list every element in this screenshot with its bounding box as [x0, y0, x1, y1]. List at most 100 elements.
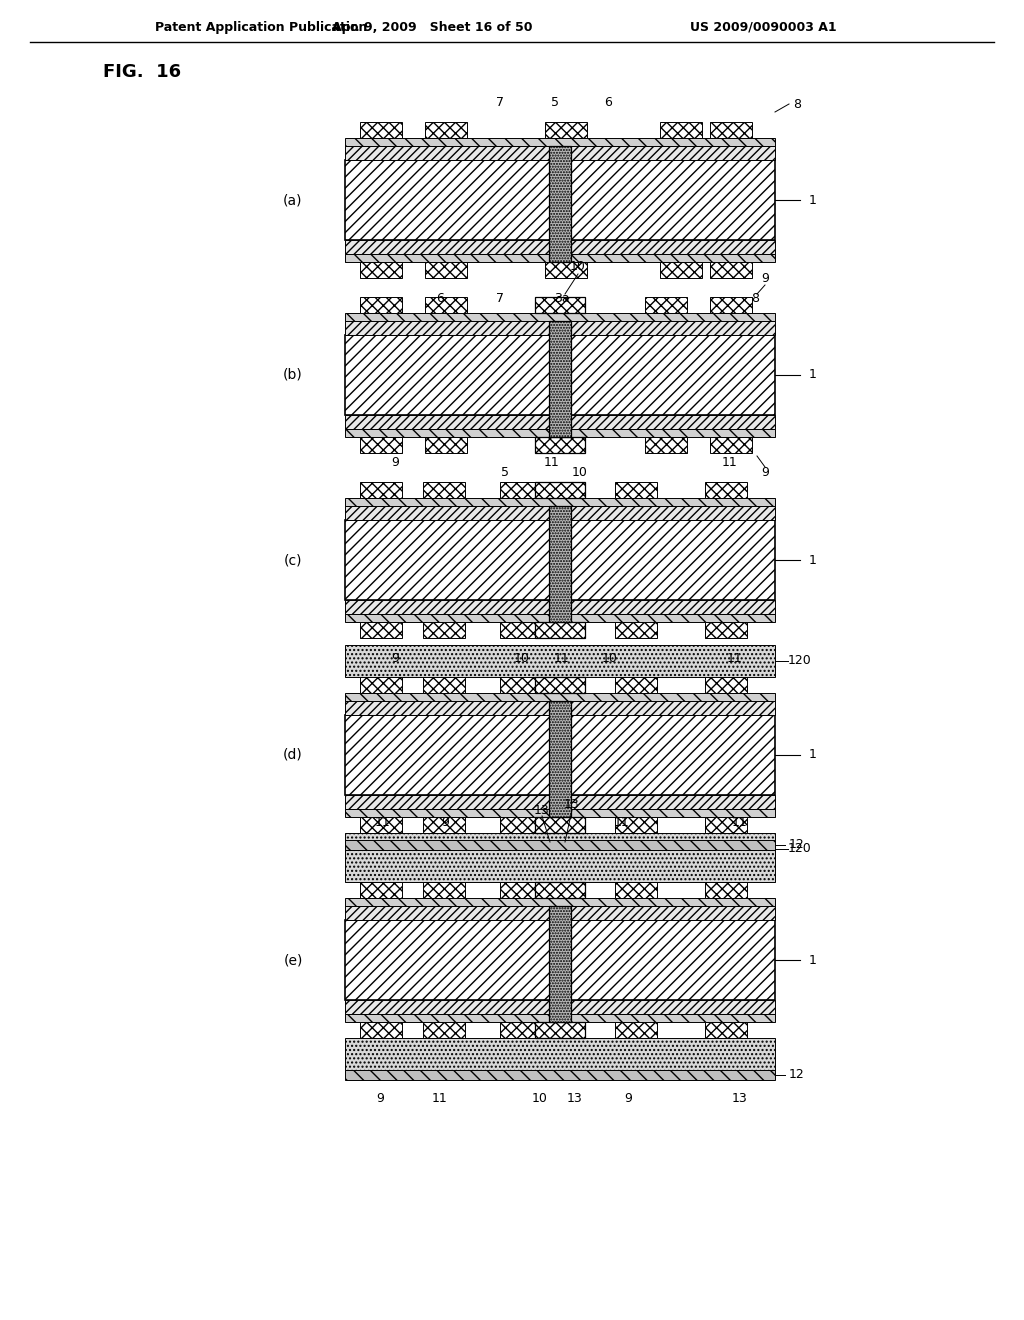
Bar — [549, 506, 571, 622]
Bar — [705, 677, 746, 693]
Bar — [423, 1022, 465, 1038]
Text: 11: 11 — [732, 816, 748, 829]
Text: 5: 5 — [551, 95, 559, 108]
Bar — [535, 817, 585, 833]
Text: 9: 9 — [376, 1092, 384, 1105]
Bar — [360, 622, 402, 638]
Text: 10: 10 — [570, 260, 586, 273]
Bar — [615, 817, 657, 833]
Text: 10: 10 — [532, 1092, 548, 1105]
Text: 120: 120 — [788, 655, 812, 668]
Text: 9: 9 — [441, 816, 449, 829]
Bar — [545, 121, 587, 139]
Bar — [345, 809, 775, 817]
Bar — [705, 622, 746, 638]
Bar — [535, 437, 585, 453]
Bar — [705, 1022, 746, 1038]
Text: 3a: 3a — [554, 292, 569, 305]
Bar — [345, 840, 775, 850]
Bar — [345, 1071, 775, 1080]
Bar — [360, 817, 402, 833]
Bar — [423, 482, 465, 498]
Text: 6: 6 — [604, 95, 612, 108]
Text: 7: 7 — [496, 292, 504, 305]
Bar — [615, 882, 657, 898]
Bar — [500, 622, 542, 638]
Bar — [345, 645, 775, 677]
Text: (d): (d) — [283, 748, 303, 762]
Bar — [360, 297, 402, 313]
Text: 11: 11 — [375, 816, 391, 829]
Bar — [660, 121, 702, 139]
Bar — [500, 817, 542, 833]
Bar — [645, 297, 687, 313]
Text: 12: 12 — [790, 838, 805, 851]
Bar — [360, 121, 402, 139]
Bar — [345, 715, 775, 795]
Text: 120: 120 — [788, 842, 812, 855]
Text: 11: 11 — [544, 455, 560, 469]
Text: 11: 11 — [614, 816, 630, 829]
Bar — [423, 882, 465, 898]
Text: 13: 13 — [564, 797, 580, 810]
Bar — [423, 677, 465, 693]
Text: 1: 1 — [809, 194, 817, 206]
Bar — [549, 906, 571, 1022]
Text: 9: 9 — [761, 272, 769, 285]
Bar — [710, 261, 752, 279]
Bar — [500, 1022, 542, 1038]
Bar — [345, 614, 775, 622]
Text: 1: 1 — [809, 553, 817, 566]
Bar — [345, 833, 775, 865]
Bar — [345, 795, 775, 809]
Text: FIG.  16: FIG. 16 — [103, 63, 181, 81]
Text: US 2009/0090003 A1: US 2009/0090003 A1 — [690, 21, 837, 33]
Text: 11: 11 — [727, 652, 742, 664]
Bar — [535, 482, 585, 498]
Bar — [345, 920, 775, 1001]
Bar — [425, 437, 467, 453]
Bar — [423, 622, 465, 638]
Text: 13: 13 — [732, 1092, 748, 1105]
Bar — [423, 817, 465, 833]
Bar — [500, 482, 542, 498]
Text: 9: 9 — [761, 466, 769, 479]
Bar — [615, 482, 657, 498]
Text: (b): (b) — [283, 368, 303, 381]
Text: 13: 13 — [567, 1092, 583, 1105]
Bar — [360, 482, 402, 498]
Text: 1: 1 — [809, 953, 817, 966]
Text: 6: 6 — [436, 292, 444, 305]
Bar — [360, 261, 402, 279]
Bar — [345, 335, 775, 414]
Bar — [345, 898, 775, 906]
Text: Apr. 9, 2009   Sheet 16 of 50: Apr. 9, 2009 Sheet 16 of 50 — [332, 21, 532, 33]
Text: 9: 9 — [391, 652, 399, 664]
Text: 12: 12 — [790, 1068, 805, 1081]
Bar — [549, 321, 571, 437]
Bar — [345, 321, 775, 335]
Bar — [345, 240, 775, 253]
Bar — [345, 1014, 775, 1022]
Bar — [425, 297, 467, 313]
Bar — [345, 253, 775, 261]
Bar — [500, 677, 542, 693]
Text: 8: 8 — [751, 292, 759, 305]
Bar — [345, 693, 775, 701]
Bar — [345, 313, 775, 321]
Bar — [549, 701, 571, 817]
Bar — [535, 882, 585, 898]
Bar — [710, 121, 752, 139]
Bar — [535, 1022, 585, 1038]
Bar — [345, 1001, 775, 1014]
Text: 8: 8 — [793, 98, 801, 111]
Text: Patent Application Publication: Patent Application Publication — [155, 21, 368, 33]
Text: 1: 1 — [809, 748, 817, 762]
Bar — [345, 160, 775, 240]
Bar — [360, 437, 402, 453]
Text: 13: 13 — [535, 804, 550, 817]
Text: 9: 9 — [391, 455, 399, 469]
Bar — [660, 261, 702, 279]
Bar — [345, 601, 775, 614]
Bar — [549, 147, 571, 261]
